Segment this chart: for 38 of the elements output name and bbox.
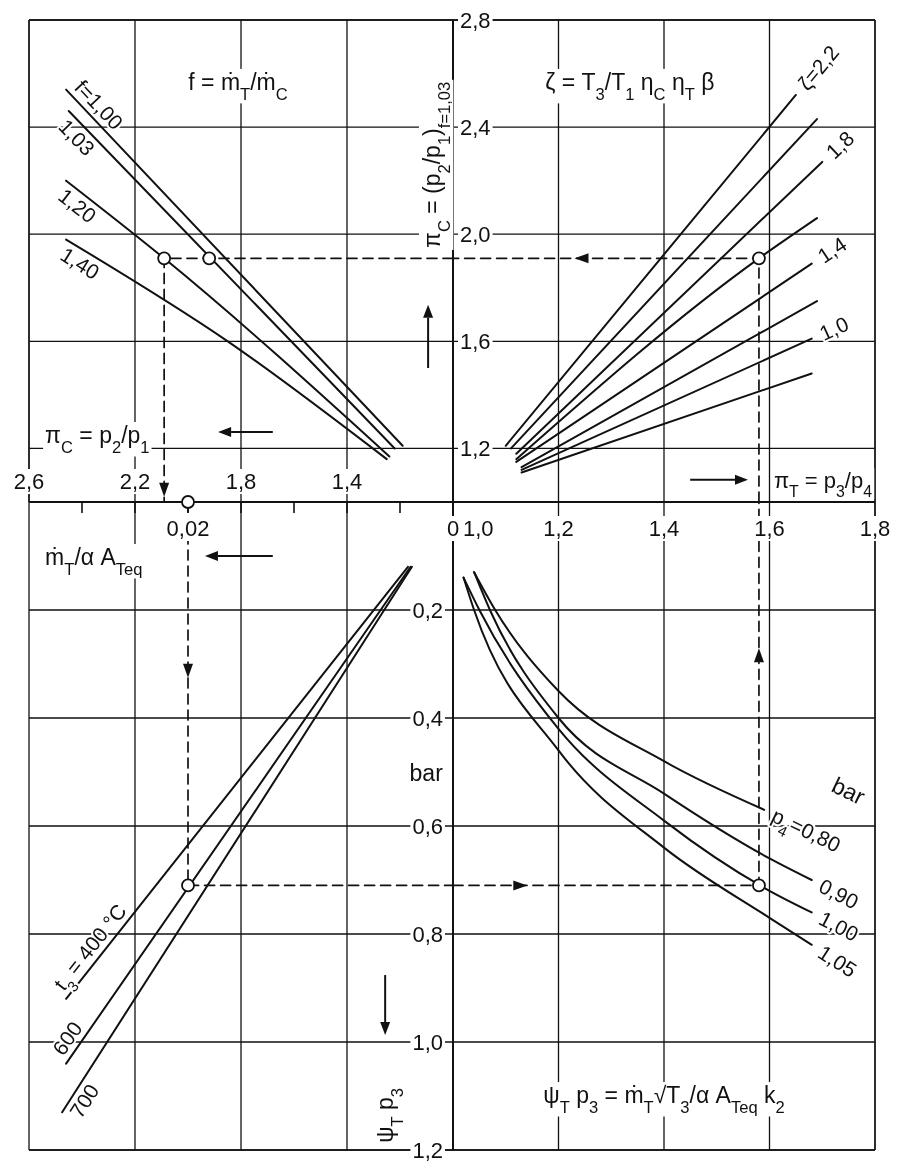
y-tick-label: 1,6 — [460, 329, 491, 355]
x-axis-title: ṁ$_{T}$/α A$_{Teq}$ — [45, 543, 143, 579]
y-tick-label: 0,8 — [412, 922, 443, 947]
x-tick-label: 1,8 — [859, 516, 891, 541]
annotation: bar — [409, 760, 444, 787]
text: 1,4 — [813, 231, 851, 268]
text: ψ$_{T}$ p$_{3}$ = ṁ$_{T}$√T$_{3}$/α A$_{Teq}$ k$_{2}$ — [543, 1082, 785, 1117]
text: 1,20 — [54, 183, 101, 228]
y-tick-label: 1,2 — [460, 436, 491, 462]
y-tick-label: 0,6 — [412, 814, 443, 839]
y-tick-label: 0,2 — [412, 598, 443, 623]
text: 1,05 — [814, 940, 861, 982]
text: 1,40 — [56, 242, 104, 284]
x-tick-label: 1,4 — [331, 469, 363, 494]
y-tick-label: 1,2 — [412, 1138, 443, 1163]
x-tick-label: 2,6 — [13, 469, 45, 494]
text: 0,90 — [815, 874, 863, 914]
x-tick-label: 1,4 — [648, 516, 680, 541]
annotation: bar — [827, 771, 870, 810]
y-tick-label: 0,4 — [412, 706, 443, 731]
text: ζ = T$_{3}$/T$_{1}$ η$_{C}$ η$_{T}$ β — [545, 68, 715, 104]
x-axis-title: π$_{T}$ = p$_{3}$/p$_{4}$ — [773, 468, 873, 500]
x-tick-label: 1,6 — [754, 516, 785, 541]
text: 600 — [47, 1017, 87, 1060]
x-tick-label: 1,2 — [543, 516, 574, 541]
text: 700 — [65, 1079, 104, 1122]
annotation: f = ṁ$_{T}$/ṁ$_{C}$ — [188, 68, 288, 104]
x-axis-title: π$_{C}$ = p$_{2}$/p$_{1}$ — [45, 422, 150, 457]
x-tick-label: 0,02 — [166, 516, 210, 541]
y-tick-label: 1,0 — [412, 1030, 443, 1055]
text: 1,0 — [816, 311, 853, 345]
y-tick-label: 2,8 — [460, 8, 491, 33]
y-tick-label: 2,4 — [460, 115, 491, 141]
x-tick-label: 1,8 — [225, 469, 257, 494]
y-tick-label: 2,0 — [460, 222, 491, 248]
x-tick-label: 0 — [446, 516, 460, 541]
text: 1,8 — [821, 126, 859, 164]
x-tick-label: 2,2 — [119, 469, 151, 494]
